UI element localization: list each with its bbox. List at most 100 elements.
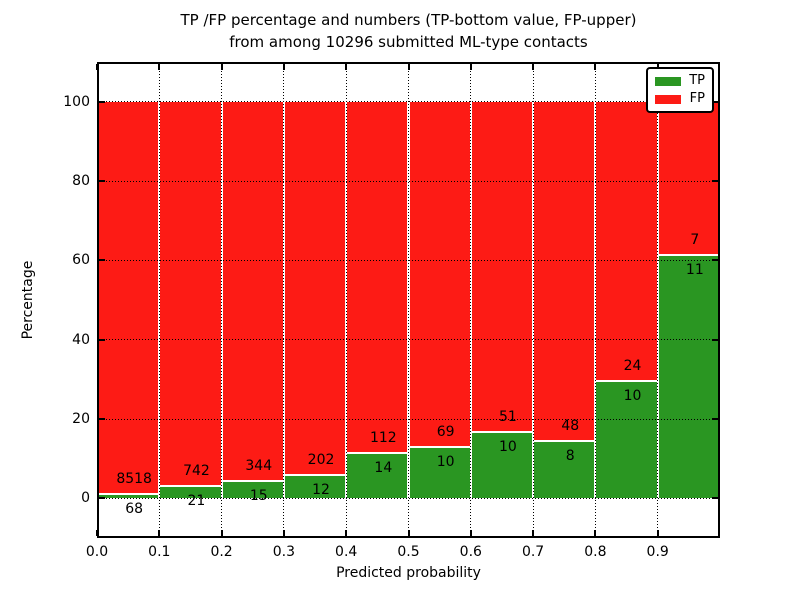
y-tick-mark bbox=[99, 338, 105, 341]
y-axis-label: Percentage bbox=[20, 260, 36, 340]
x-tick-mark bbox=[96, 530, 98, 536]
bar-fp-segment bbox=[409, 101, 470, 447]
tp-count-label: 12 bbox=[312, 482, 330, 499]
bar-fp-segment bbox=[596, 101, 657, 380]
fp-count-label: 7 bbox=[690, 231, 700, 248]
y-tick-mark bbox=[99, 259, 105, 262]
y-tick-mark bbox=[712, 497, 718, 500]
x-tick-label: 0.7 bbox=[521, 544, 545, 560]
x-tick-mark bbox=[96, 64, 98, 70]
v-gridline bbox=[283, 62, 285, 538]
fp-count-label: 8518 bbox=[116, 471, 152, 488]
y-tick-mark bbox=[99, 100, 105, 103]
fp-count-label: 742 bbox=[183, 463, 210, 480]
tp-count-label: 10 bbox=[623, 387, 642, 404]
legend: TP FP bbox=[646, 67, 714, 113]
y-tick-mark bbox=[712, 180, 718, 182]
bar-fp-segment bbox=[471, 101, 533, 432]
x-tick-mark bbox=[469, 64, 472, 70]
x-tick-label: 0.9 bbox=[646, 544, 669, 560]
x-tick-label: 0.4 bbox=[335, 544, 358, 560]
bar-tp-segment bbox=[222, 481, 283, 499]
x-tick-label: 0.5 bbox=[397, 544, 420, 560]
legend-swatch-fp-icon bbox=[655, 94, 681, 104]
bar-tp-segment bbox=[409, 448, 470, 499]
y-tick-label: 20 bbox=[72, 411, 90, 427]
legend-label-tp: TP bbox=[689, 73, 705, 88]
v-gridline bbox=[532, 62, 534, 538]
bar-tp-segment bbox=[471, 433, 533, 499]
tp-count-label: 21 bbox=[187, 493, 206, 510]
x-tick-label: 0.8 bbox=[584, 544, 607, 560]
bar-fp-segment bbox=[534, 101, 595, 440]
y-tick-label: 100 bbox=[63, 93, 90, 110]
x-tick-mark bbox=[345, 530, 348, 536]
bar-fp-segment bbox=[347, 101, 408, 453]
y-tick-label: 80 bbox=[72, 173, 90, 189]
x-tick-mark bbox=[220, 64, 223, 70]
x-tick-mark bbox=[282, 530, 285, 536]
x-tick-mark bbox=[532, 64, 535, 70]
y-tick-label: 40 bbox=[72, 331, 90, 348]
y-tick-mark bbox=[712, 338, 718, 341]
x-tick-label: 0.6 bbox=[459, 544, 482, 560]
x-tick-label: 0.1 bbox=[148, 544, 171, 560]
x-tick-mark bbox=[345, 64, 348, 70]
chart-title-line-2: from among 10296 submitted ML-type conta… bbox=[229, 33, 588, 51]
y-tick-mark bbox=[712, 100, 718, 103]
y-tick-label: 0 bbox=[81, 490, 90, 507]
bar-tp-segment bbox=[658, 255, 719, 499]
v-gridline bbox=[345, 62, 347, 538]
bar-fp-segment bbox=[658, 101, 719, 254]
tp-count-label: 14 bbox=[374, 460, 393, 477]
y-tick-mark bbox=[99, 497, 105, 500]
bar-tp-segment bbox=[98, 495, 159, 499]
bar-fp-segment bbox=[160, 101, 221, 486]
bar-tp-segment bbox=[160, 487, 221, 499]
v-gridline bbox=[594, 62, 596, 538]
x-tick-mark bbox=[656, 530, 659, 536]
x-tick-mark bbox=[158, 64, 161, 70]
bar-fp-segment bbox=[284, 101, 346, 475]
bar-tp-segment bbox=[596, 381, 657, 499]
x-tick-label: 0.0 bbox=[85, 544, 109, 560]
legend-entry-fp: FP bbox=[655, 92, 705, 106]
v-gridline bbox=[221, 62, 223, 538]
y-tick-mark bbox=[712, 418, 718, 420]
legend-label-fp: FP bbox=[689, 91, 705, 106]
x-axis-label: Predicted probability bbox=[336, 565, 481, 581]
fp-count-label: 344 bbox=[245, 457, 273, 474]
tp-count-label: 10 bbox=[499, 439, 517, 456]
plot-area bbox=[96, 62, 720, 538]
v-gridline bbox=[657, 62, 659, 538]
chart-title: TP /FP percentage and numbers (TP-bottom… bbox=[97, 9, 720, 53]
fp-count-label: 69 bbox=[436, 424, 455, 441]
legend-swatch-tp-icon bbox=[655, 76, 681, 86]
tp-count-label: 15 bbox=[249, 487, 268, 504]
v-gridline bbox=[470, 62, 472, 538]
y-tick-mark bbox=[99, 418, 105, 420]
chart-title-line-1: TP /FP percentage and numbers (TP-bottom… bbox=[180, 11, 637, 29]
tp-count-label: 10 bbox=[436, 454, 455, 471]
x-tick-mark bbox=[282, 64, 285, 70]
x-tick-mark bbox=[594, 530, 597, 536]
x-tick-mark bbox=[532, 530, 535, 536]
tp-count-label: 11 bbox=[685, 261, 704, 278]
x-tick-mark bbox=[220, 530, 223, 536]
y-tick-label: 60 bbox=[72, 252, 90, 269]
y-tick-mark bbox=[99, 180, 105, 182]
bar-tp-segment bbox=[534, 441, 595, 499]
x-tick-mark bbox=[158, 530, 161, 536]
v-gridline bbox=[408, 62, 409, 538]
tp-count-label: 8 bbox=[565, 447, 575, 464]
fp-count-label: 51 bbox=[499, 409, 517, 426]
x-tick-mark bbox=[594, 64, 597, 70]
x-tick-mark bbox=[469, 530, 472, 536]
bar-fp-segment bbox=[222, 101, 283, 480]
v-gridline bbox=[158, 62, 160, 538]
legend-entry-tp: TP bbox=[655, 74, 705, 88]
x-tick-label: 0.2 bbox=[210, 544, 233, 560]
fp-count-label: 112 bbox=[369, 430, 397, 447]
fp-count-label: 48 bbox=[561, 417, 580, 434]
